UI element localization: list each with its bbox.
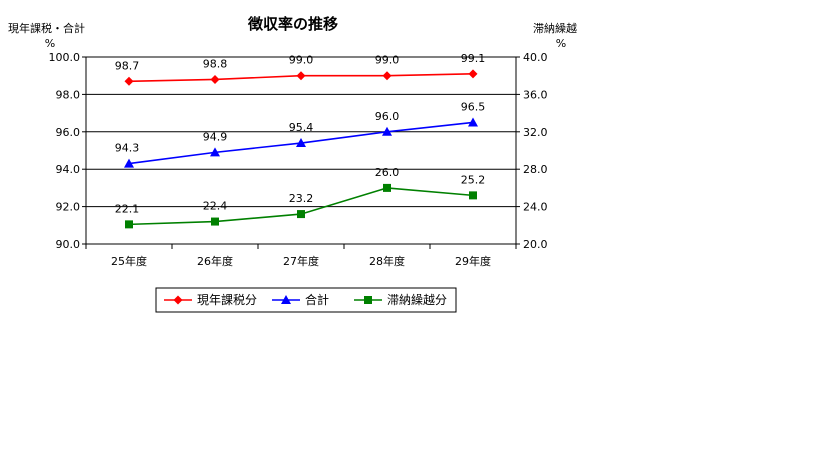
legend-box [155, 287, 457, 313]
data-label: 96.5 [461, 100, 486, 113]
left-tick-label: 90.0 [56, 238, 81, 251]
data-point [468, 69, 478, 79]
chart-title: 徴収率の推移 [247, 15, 338, 33]
data-point [125, 220, 133, 229]
data-point [124, 76, 134, 86]
legend-marker [364, 296, 372, 304]
left-tick-label: 92.0 [56, 201, 81, 214]
legend-entry: 現年課税分 [197, 292, 257, 307]
data-label: 98.7 [115, 59, 140, 72]
data-point [296, 138, 306, 148]
x-tick-label: 26年度 [197, 254, 233, 268]
data-label: 22.4 [203, 200, 228, 213]
series-layer [124, 69, 478, 229]
left-tick-label: 98.0 [56, 88, 81, 101]
data-label: 23.2 [289, 192, 314, 205]
data-point [382, 71, 392, 81]
data-point [210, 147, 220, 157]
data-label: 95.4 [289, 121, 314, 134]
data-label: 98.8 [203, 57, 228, 70]
left-tick-label: 94.0 [56, 163, 81, 176]
right-tick-label: 32.0 [523, 126, 548, 139]
data-label: 25.2 [461, 173, 486, 186]
legend-entry: 滞納繰越分 [387, 293, 447, 307]
left-axis-label: 現年課税・合計 [8, 21, 85, 35]
legend-marker [281, 295, 291, 304]
data-label: 96.0 [375, 110, 400, 123]
right-tick-label: 28.0 [523, 163, 548, 176]
data-label: 99.0 [289, 54, 314, 67]
data-point [211, 217, 219, 226]
data-label: 99.1 [461, 52, 486, 65]
right-axis-unit: % [556, 37, 566, 50]
data-point [296, 71, 306, 81]
left-tick-label: 96.0 [56, 126, 81, 139]
tick-labels: 90.0 92.0 94.0 96.0 98.0 100.0 20.0 24.0 28.0 32.… [49, 51, 548, 268]
left-tick-label: 100.0 [49, 51, 81, 64]
data-labels-layer: 98.7 98.8 99.0 99.0 99.1 94.3 94.9 95.4 96.0 96.5… [115, 52, 486, 216]
data-point [469, 191, 477, 200]
right-tick-label: 36.0 [523, 88, 548, 101]
right-tick-label: 40.0 [523, 51, 548, 64]
left-axis-unit: % [45, 37, 55, 50]
data-label: 26.0 [375, 166, 400, 179]
legend-entry: 合計 [305, 292, 329, 307]
data-point [383, 183, 391, 192]
x-tick-label: 27年度 [283, 254, 319, 268]
x-tick-label: 25年度 [111, 254, 147, 268]
right-axis-label: 滞納繰越 [533, 21, 577, 35]
legend: 現年課税分 合計 滞納繰越分 [155, 287, 457, 313]
right-tick-label: 20.0 [523, 238, 548, 251]
data-point [124, 158, 134, 168]
data-label: 94.9 [203, 130, 228, 143]
data-point [297, 210, 305, 219]
data-point [210, 74, 220, 84]
data-point [468, 117, 478, 127]
data-point [382, 126, 392, 136]
data-label: 99.0 [375, 54, 400, 67]
legend-marker [173, 295, 183, 305]
data-label: 22.1 [115, 202, 140, 215]
data-label: 94.3 [115, 142, 140, 155]
right-tick-label: 24.0 [523, 201, 548, 214]
x-tick-label: 29年度 [455, 254, 491, 268]
x-tick-label: 28年度 [369, 254, 405, 268]
axes [82, 56, 520, 249]
